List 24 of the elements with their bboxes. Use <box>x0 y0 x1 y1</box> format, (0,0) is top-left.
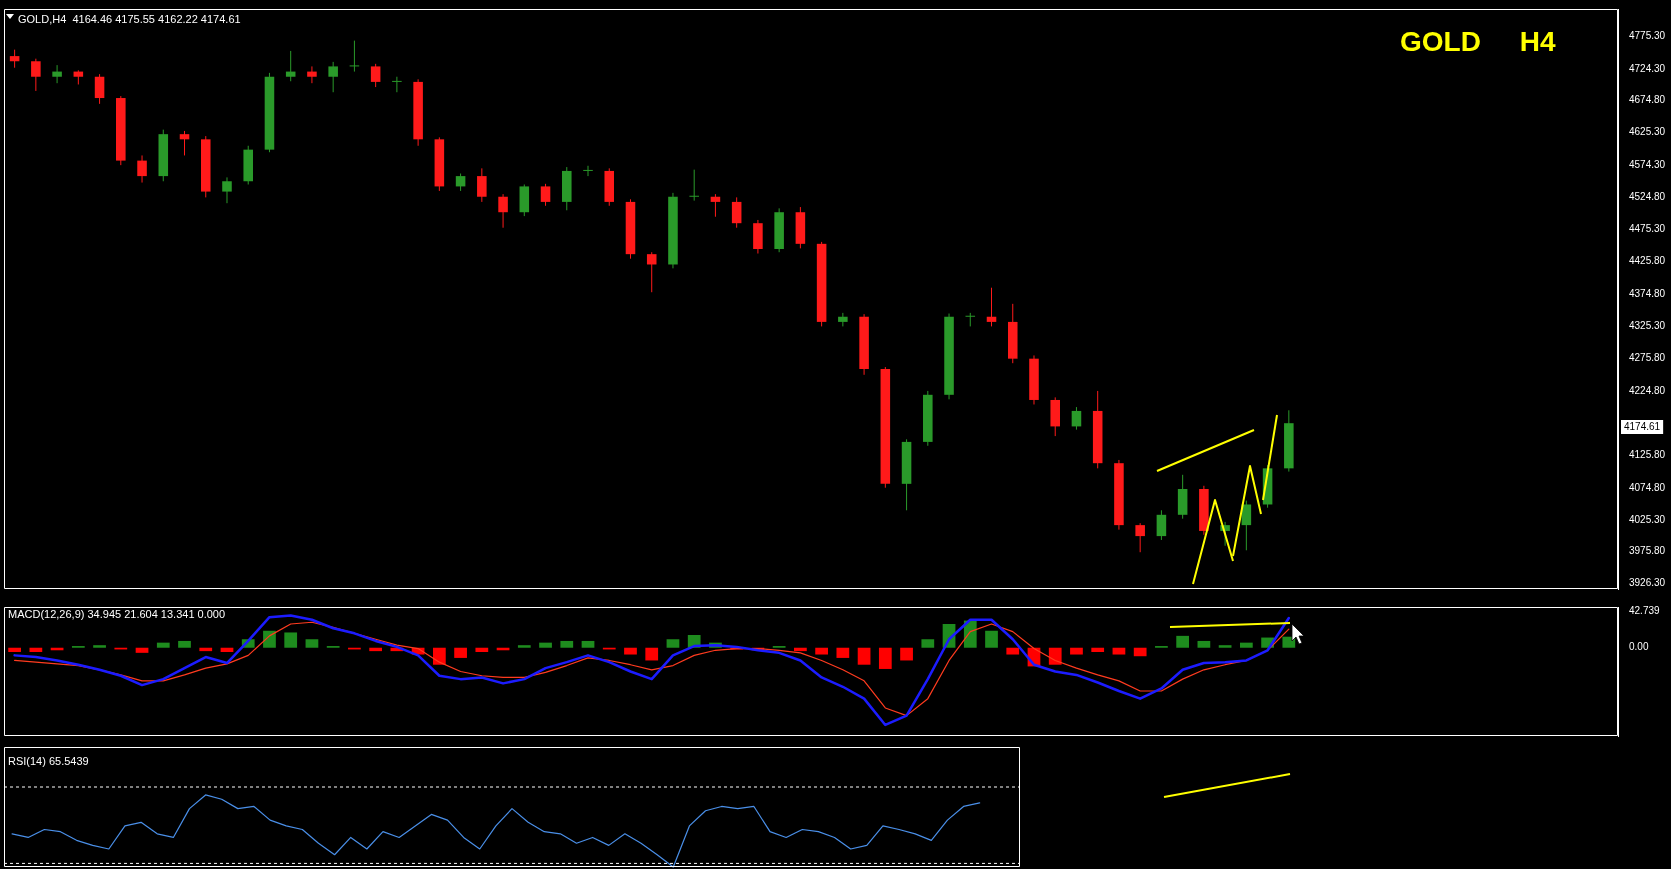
y-tick-label: 4425.80 <box>1629 255 1666 267</box>
y-tick-label: 42.739 <box>1629 605 1661 617</box>
y-tick-label: 4724.30 <box>1629 62 1666 74</box>
text: GOLD H4 <box>1400 26 1556 58</box>
y-tick-label: 4025.30 <box>1629 513 1666 525</box>
y-tick-label: 3975.80 <box>1629 545 1666 557</box>
y-tick-label: 4574.30 <box>1629 159 1666 171</box>
y-tick-label: 4374.80 <box>1629 288 1666 300</box>
annotation: MACD(12,26,9) 34.945 21.604 13.341 0.000 <box>8 608 226 620</box>
text: RSI(14) 65.5439 <box>8 755 89 767</box>
y-tick-label: 3926.30 <box>1629 577 1666 589</box>
y-tick-label: 4125.80 <box>1629 448 1666 460</box>
text: 4174.61 <box>1624 420 1661 432</box>
annotation: GOLD,H4 4164.46 4175.55 4162.22 4174.61 <box>18 13 241 25</box>
y-tick-label: 0.00 <box>1629 641 1649 653</box>
y-tick-label: 4325.30 <box>1629 319 1666 331</box>
y-tick-label: 4475.30 <box>1629 223 1666 235</box>
y-tick-label: 4074.80 <box>1629 481 1666 493</box>
y-tick-label: 4275.80 <box>1629 351 1666 363</box>
y-tick-label: 4625.30 <box>1629 126 1666 138</box>
y-tick-label: 4775.30 <box>1629 29 1666 41</box>
y-tick-label: 4224.80 <box>1629 384 1666 396</box>
y-tick-label: 4524.80 <box>1629 191 1666 203</box>
y-tick-label: 4674.80 <box>1629 94 1666 106</box>
